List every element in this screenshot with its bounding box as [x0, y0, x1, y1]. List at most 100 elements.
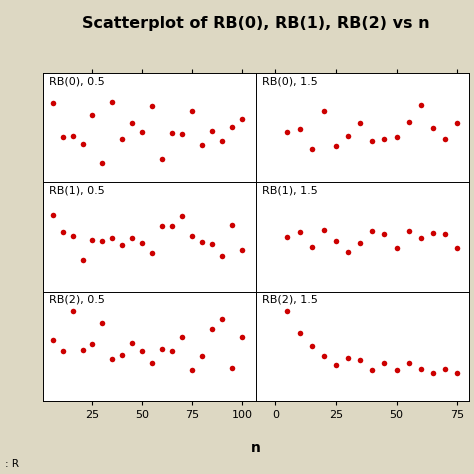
Point	[368, 137, 376, 144]
Point	[79, 140, 86, 148]
Point	[128, 234, 136, 241]
Point	[283, 128, 291, 136]
Point	[118, 351, 126, 358]
Point	[79, 256, 86, 264]
Point	[168, 222, 176, 230]
Point	[344, 248, 352, 256]
Point	[356, 239, 364, 247]
Point	[148, 249, 156, 257]
Point	[393, 366, 401, 374]
Point	[441, 365, 449, 373]
Point	[89, 341, 96, 348]
Point	[148, 360, 156, 367]
Point	[308, 243, 316, 250]
Point	[128, 119, 136, 127]
Point	[429, 124, 437, 131]
Point	[99, 159, 106, 166]
Point	[368, 228, 376, 235]
Point	[109, 98, 116, 105]
Point	[138, 239, 146, 246]
Point	[219, 252, 226, 260]
Point	[178, 333, 186, 341]
Point	[308, 342, 316, 350]
Point	[344, 355, 352, 362]
Point	[238, 333, 246, 340]
Text: RB(2), 0.5: RB(2), 0.5	[49, 295, 105, 305]
Point	[417, 101, 425, 109]
Point	[417, 365, 425, 373]
Point	[332, 361, 340, 368]
Point	[441, 230, 449, 237]
Point	[238, 115, 246, 123]
Point	[178, 130, 186, 137]
Point	[417, 234, 425, 242]
Point	[320, 227, 328, 234]
Point	[332, 237, 340, 245]
Point	[405, 359, 412, 366]
Point	[128, 339, 136, 347]
Point	[228, 221, 236, 229]
Point	[168, 347, 176, 355]
Point	[219, 315, 226, 323]
Point	[228, 364, 236, 372]
Point	[138, 128, 146, 136]
Point	[109, 234, 116, 242]
Point	[381, 230, 388, 237]
Point	[69, 132, 76, 140]
Point	[148, 102, 156, 109]
Point	[89, 237, 96, 244]
Point	[208, 127, 216, 134]
Point	[168, 129, 176, 137]
Point	[188, 107, 196, 115]
Point	[453, 245, 461, 252]
Point	[178, 212, 186, 220]
Point	[188, 366, 196, 374]
Point	[198, 352, 206, 360]
Point	[283, 308, 291, 315]
Point	[49, 100, 56, 107]
Point	[158, 345, 166, 353]
Text: RB(1), 1.5: RB(1), 1.5	[262, 186, 318, 196]
Point	[441, 136, 449, 143]
Text: RB(1), 0.5: RB(1), 0.5	[49, 186, 105, 196]
Point	[219, 137, 226, 145]
Point	[208, 326, 216, 333]
Point	[429, 369, 437, 377]
Point	[238, 246, 246, 254]
Point	[393, 244, 401, 252]
Text: RB(0), 1.5: RB(0), 1.5	[262, 77, 318, 87]
Text: : R: : R	[5, 459, 19, 469]
Point	[320, 352, 328, 359]
Point	[79, 346, 86, 354]
Point	[320, 108, 328, 115]
Point	[59, 347, 66, 355]
Point	[344, 133, 352, 140]
Point	[296, 228, 303, 236]
Point	[208, 240, 216, 247]
Point	[332, 142, 340, 150]
Point	[158, 222, 166, 230]
Point	[453, 370, 461, 377]
Point	[368, 366, 376, 374]
Point	[59, 228, 66, 236]
Text: RB(0), 0.5: RB(0), 0.5	[49, 77, 105, 87]
Point	[296, 329, 303, 337]
Point	[453, 119, 461, 127]
Point	[118, 241, 126, 248]
Point	[283, 233, 291, 240]
Point	[393, 133, 401, 141]
Point	[381, 135, 388, 142]
Point	[158, 155, 166, 163]
Point	[59, 133, 66, 141]
Point	[356, 356, 364, 364]
Point	[69, 232, 76, 240]
Point	[405, 227, 412, 235]
Text: Scatterplot of RB(0), RB(1), RB(2) vs n: Scatterplot of RB(0), RB(1), RB(2) vs n	[82, 16, 430, 31]
Point	[89, 111, 96, 118]
Point	[356, 119, 364, 127]
Point	[109, 356, 116, 363]
Point	[381, 359, 388, 366]
Point	[69, 307, 76, 314]
Point	[198, 238, 206, 246]
Point	[118, 136, 126, 143]
